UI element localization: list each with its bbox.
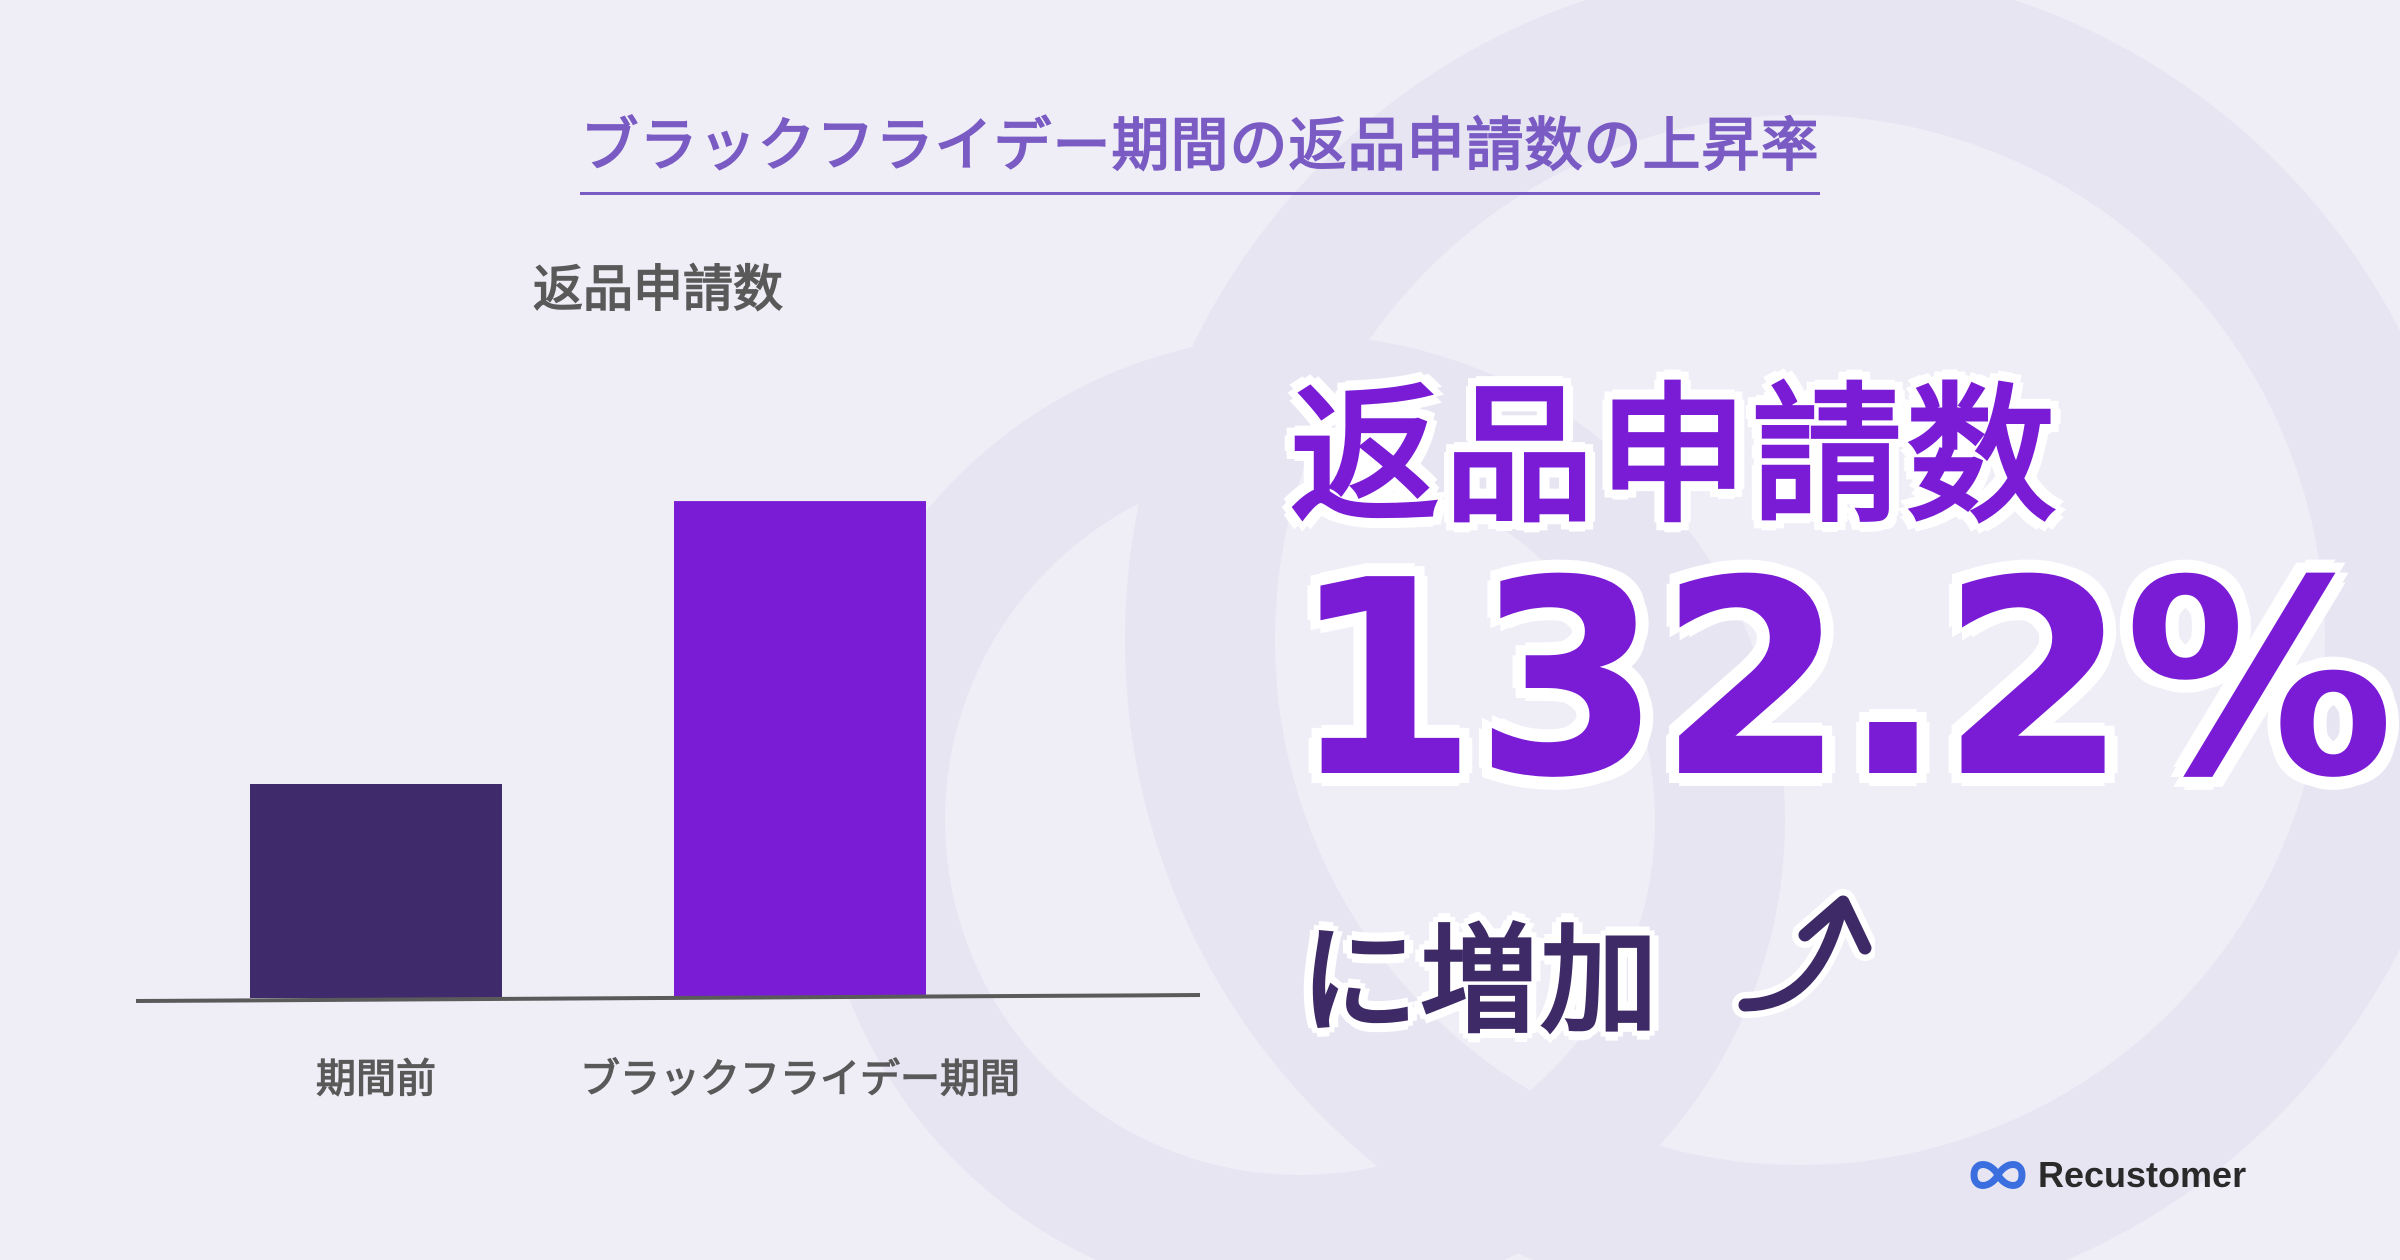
page-title-text: ブラックフライデー期間の返品申請数の上昇率 — [580, 98, 1820, 195]
arrow-up-icon — [1732, 889, 1875, 1018]
bar-chart: 返品申請数 期間前 ブラックフライデー期間 — [135, 260, 1201, 1102]
headline-increase-label: に増加 — [1300, 912, 1661, 1050]
x-tick-labels: 期間前 ブラックフライデー期間 — [316, 1056, 1020, 1102]
brand-logo: Recustomer — [1968, 1150, 2246, 1200]
y-axis-label: 返品申請数 — [533, 260, 783, 318]
page-title: ブラックフライデー期間の返品申請数の上昇率 — [0, 98, 2400, 195]
bar-1 — [674, 501, 926, 998]
bar-group — [250, 501, 926, 998]
brand-logo-text: Recustomer — [2038, 1154, 2247, 1195]
x-tick-label-0: 期間前 — [316, 1056, 436, 1102]
headline-percentage: 132.2% — [1290, 522, 2395, 837]
headline-metric-name: 返品申請数 — [1290, 370, 2061, 544]
x-axis-baseline — [135, 993, 1201, 1003]
x-tick-label-1: ブラックフライデー期間 — [580, 1056, 1020, 1102]
bar-0 — [250, 784, 502, 998]
recustomer-logo-icon — [1970, 1161, 2026, 1189]
